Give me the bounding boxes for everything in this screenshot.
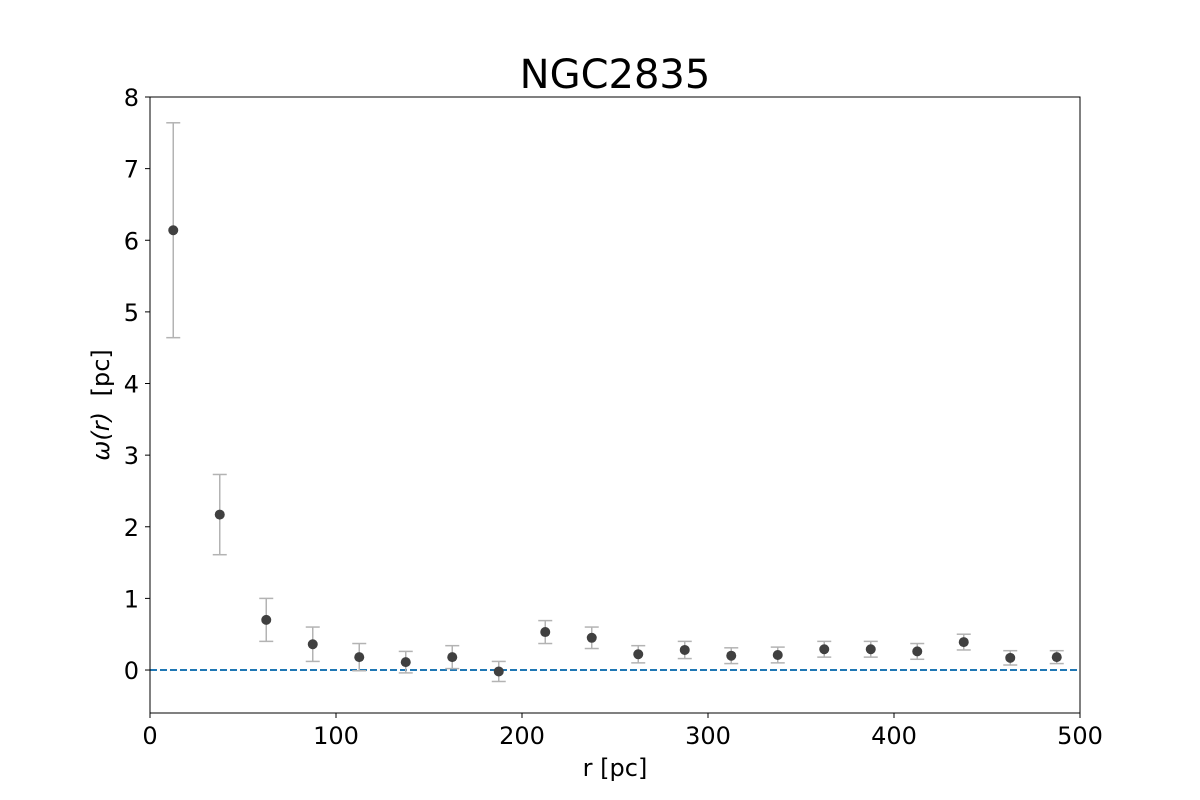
data-point — [958, 637, 969, 648]
x-tick-label: 400 — [871, 722, 917, 750]
y-tick-label: 3 — [124, 442, 139, 470]
data-point — [865, 644, 876, 655]
chart-title: NGC2835 — [520, 52, 711, 98]
data-point — [307, 639, 318, 650]
data-point — [726, 650, 737, 661]
y-tick-label: 2 — [124, 514, 139, 542]
y-tick-label: 0 — [124, 657, 139, 685]
y-axis-label-unit: [pc] — [87, 349, 115, 396]
data-point — [679, 644, 690, 655]
data-point — [633, 649, 644, 660]
y-tick-label: 6 — [124, 227, 139, 255]
y-tick-label: 5 — [124, 299, 139, 327]
x-tick-label: 0 — [142, 722, 157, 750]
x-axis-ticks: 0 100 200 300 400 500 — [142, 713, 1103, 750]
data-point — [447, 652, 458, 663]
y-axis-ticks: 0 1 2 3 4 5 6 7 8 — [124, 84, 150, 685]
data-point — [1051, 652, 1062, 663]
data-point — [261, 614, 272, 625]
data-point — [819, 644, 830, 655]
data-point — [354, 652, 365, 663]
x-tick-label: 200 — [499, 722, 545, 750]
data-point — [1005, 652, 1016, 663]
point-layer — [168, 225, 1062, 677]
y-tick-label: 4 — [124, 371, 139, 399]
y-tick-label: 8 — [124, 84, 139, 112]
plot-area — [150, 97, 1080, 713]
data-point — [540, 627, 551, 638]
data-point — [912, 646, 923, 657]
y-tick-label: 7 — [124, 156, 139, 184]
x-axis-label: r [pc] — [583, 754, 648, 782]
plot-frame — [149, 96, 1081, 714]
svg-text:ω(r) [pc]: ω(r) [pc] — [87, 349, 115, 461]
data-point — [772, 649, 783, 660]
data-point — [400, 657, 411, 668]
data-point — [214, 509, 225, 520]
y-axis-label-symbol: ω(r) — [87, 412, 115, 461]
x-tick-label: 500 — [1057, 722, 1103, 750]
data-point — [493, 666, 504, 677]
x-tick-label: 100 — [313, 722, 359, 750]
y-axis-label: ω(r) [pc] — [87, 349, 115, 461]
x-tick-label: 300 — [685, 722, 731, 750]
data-point — [168, 225, 179, 236]
y-tick-label: 1 — [124, 585, 139, 613]
data-point — [586, 632, 597, 643]
